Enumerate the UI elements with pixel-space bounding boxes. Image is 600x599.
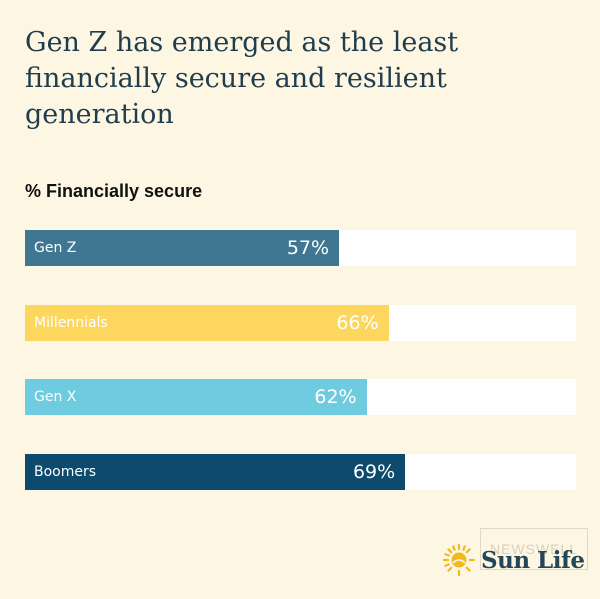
- chart-title: Gen Z has emerged as the least financial…: [25, 27, 459, 130]
- category-label-gen-z: Gen Z: [34, 240, 77, 256]
- value-label-gen-x: 62%: [314, 386, 357, 408]
- watermark: NEWSWELL: [480, 528, 588, 570]
- value-label-gen-z: 57%: [286, 237, 330, 259]
- bar-gen-x: Gen X 62%: [25, 379, 367, 415]
- bar-track-gen-z: Gen Z 57%: [25, 230, 576, 266]
- category-label-gen-x: Gen X: [34, 389, 77, 405]
- category-label-millennials: Millennials: [34, 314, 108, 331]
- bar-boomers: Boomers 69%: [25, 453, 406, 490]
- bar-gen-z: Gen Z 57%: [25, 230, 340, 266]
- bar-chart: Gen Z 57% Millennials 66% Gen X 62% Boomers 69%: [25, 0, 576, 599]
- logo-text: Sun Life: [481, 546, 585, 574]
- bar-track-gen-x: Gen X 62%: [25, 379, 576, 415]
- chart-subtitle: % Financially secure: [25, 181, 203, 201]
- bar-millennials: Millennials 66%: [25, 304, 389, 341]
- value-label-boomers: 69%: [352, 460, 396, 483]
- sun-life-logo: Sun Life: [442, 541, 585, 579]
- sun-icon: [442, 543, 476, 577]
- value-label-millennials: 66%: [336, 311, 379, 334]
- bar-track-millennials: Millennials 66%: [25, 304, 576, 341]
- bar-track-boomers: Boomers 69%: [25, 453, 576, 490]
- category-label-boomers: Boomers: [34, 463, 97, 480]
